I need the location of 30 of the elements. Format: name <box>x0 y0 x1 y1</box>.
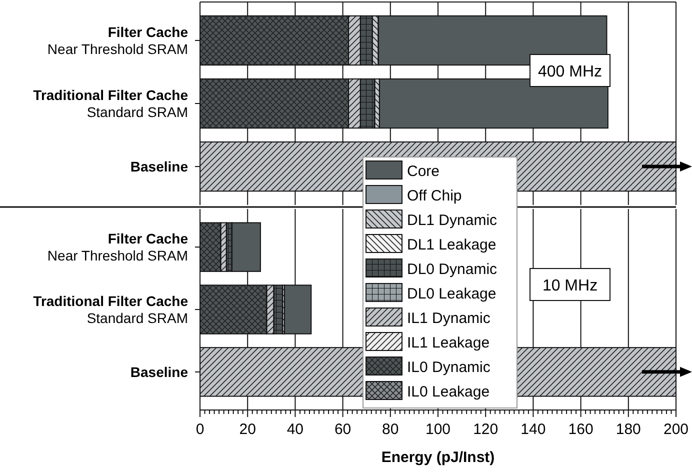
x-tick-label: 0 <box>196 421 204 438</box>
legend-label: DL0 Leakage <box>407 286 496 302</box>
y-tick-label: Baseline <box>130 158 188 175</box>
y-tick-label: Traditional Filter Cache Standard SRAM <box>33 87 188 120</box>
annotation: 400 MHz <box>538 64 602 80</box>
x-tick-label: 60 <box>334 421 352 438</box>
legend-label: DL0 Dynamic <box>407 261 498 278</box>
y-tick-label: Filter Cache Near Threshold SRAM <box>47 24 188 57</box>
legend-label: IL1 Leakage <box>407 334 490 352</box>
x-tick-label: 80 <box>382 421 399 438</box>
legend-label: DL1 Leakage <box>407 236 496 254</box>
legend-label: DL1 Dynamic <box>407 212 498 229</box>
x-tick-label: 100 <box>425 421 451 438</box>
legend-label: IL0 Dynamic <box>407 359 491 376</box>
y-tick-label: Baseline <box>130 364 188 380</box>
legend-label: IL0 Leakage <box>407 384 490 400</box>
x-tick-label: 180 <box>616 421 641 438</box>
legend-label: Core <box>407 163 440 180</box>
x-tick-label: 160 <box>568 421 594 438</box>
x-tick-label: 140 <box>520 421 546 438</box>
y-tick-label: Traditional Filter Cache Standard SRAM <box>33 293 188 326</box>
x-tick-label: 20 <box>239 421 256 438</box>
x-tick-label: 200 <box>663 421 689 438</box>
annotation: 10 MHz <box>542 278 598 294</box>
legend-label: IL1 Dynamic <box>407 310 491 327</box>
legend-label: Off Chip <box>407 188 462 204</box>
x-axis-title: Energy (pJ/Inst) <box>381 449 495 466</box>
x-tick-label: 40 <box>286 421 304 438</box>
x-tick-label: 120 <box>473 421 498 438</box>
y-tick-label: Filter Cache Near Threshold SRAM <box>47 230 188 264</box>
